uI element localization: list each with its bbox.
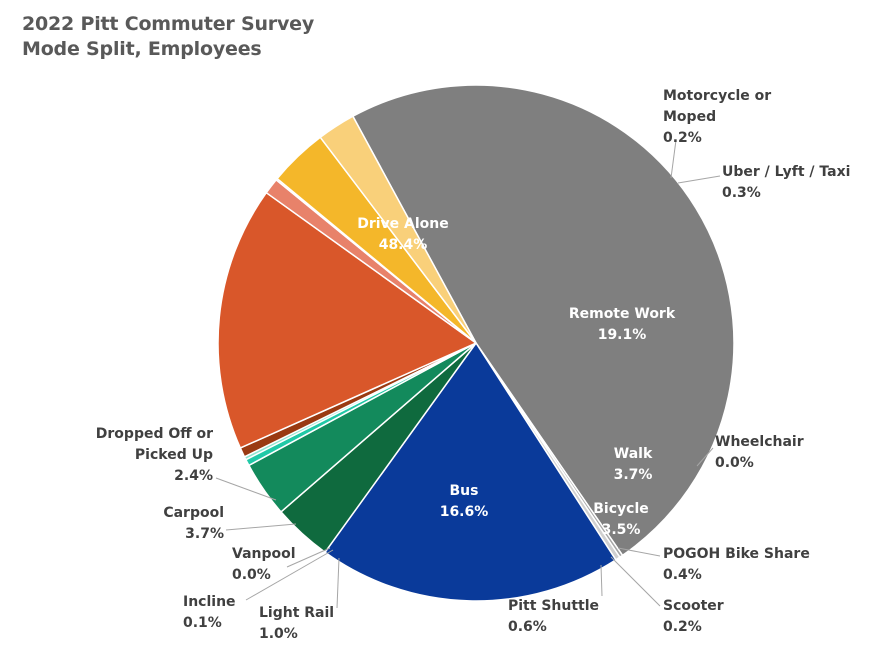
data-label-drive-alone: Drive Alone 48.4% (357, 216, 449, 253)
data-label-value-wheelchair: 0.0% (715, 455, 754, 471)
data-label-carpool: Carpool 3.7% (163, 505, 224, 542)
data-label-walk: Walk 3.7% (614, 446, 653, 483)
data-label-name-scooter: Scooter (663, 598, 724, 614)
data-label-value-dropped-off-or-picked-up: 2.4% (174, 468, 213, 484)
chart-title: 2022 Pitt Commuter Survey Mode Split, Em… (22, 12, 314, 62)
data-label-name-pitt-shuttle: Pitt Shuttle (508, 598, 599, 614)
data-label-value-walk: 3.7% (614, 467, 653, 483)
leader-line-pitt-shuttle (600, 564, 603, 597)
leader-line-pogoh-bike-share (617, 547, 661, 557)
data-label-value-pitt-shuttle: 0.6% (508, 619, 547, 635)
data-label-value-drive-alone: 48.4% (379, 237, 428, 253)
data-label-motorcycle-or-moped: Motorcycle or Moped 0.2% (663, 88, 771, 146)
data-label-value-scooter: 0.2% (663, 619, 702, 635)
leader-line-carpool (225, 523, 297, 531)
data-label-name-motorcycle-or-moped: Moped (663, 109, 716, 125)
data-label-value-remote-work: 19.1% (598, 327, 647, 343)
data-label-wheelchair: Wheelchair 0.0% (715, 434, 804, 471)
data-label-value-carpool: 3.7% (185, 526, 224, 542)
pie-slice-dropped-off-or-picked-up (319, 115, 477, 344)
data-label-remote-work: Remote Work 19.1% (569, 306, 676, 343)
leader-line-dropped-off-or-picked-up (215, 477, 277, 501)
data-label-name-wheelchair: Wheelchair (715, 434, 804, 450)
data-label-value-bus: 16.6% (440, 504, 489, 520)
leader-line-vanpool (286, 547, 331, 568)
slice-labels: Drive Alone 48.4% Motorcycle or Moped 0.2% Ub… (96, 88, 851, 642)
chart-title-line-1: 2022 Pitt Commuter Survey (22, 13, 315, 35)
pie-slice-drive-alone (352, 84, 735, 557)
data-label-name-dropped-off-or-picked-up: Dropped Off or (96, 426, 213, 442)
data-label-name-bicycle: Bicycle (593, 501, 649, 517)
leader-lines (215, 139, 721, 609)
data-label-name-carpool: Carpool (163, 505, 224, 521)
data-label-value-pogoh-bike-share: 0.4% (663, 567, 702, 583)
data-label-value-motorcycle-or-moped: 0.2% (663, 130, 702, 146)
data-label-value-incline: 0.1% (183, 615, 222, 631)
data-label-name-incline: Incline (183, 594, 236, 610)
data-label-pitt-shuttle: Pitt Shuttle 0.6% (508, 598, 599, 635)
pie-slices (217, 84, 735, 602)
data-label-name-motorcycle-or-moped: Motorcycle or (663, 88, 771, 104)
data-label-uber-lyft-taxi: Uber / Lyft / Taxi 0.3% (722, 164, 850, 201)
data-label-bicycle: Bicycle 3.5% (593, 501, 649, 538)
data-label-name-dropped-off-or-picked-up: Picked Up (135, 447, 213, 463)
data-label-light-rail: Light Rail 1.0% (259, 605, 334, 642)
data-label-name-walk: Walk (614, 446, 653, 462)
data-label-scooter: Scooter 0.2% (663, 598, 724, 635)
data-label-value-bicycle: 3.5% (602, 522, 641, 538)
pie-slice-remote-work (324, 342, 617, 602)
data-label-incline: Incline 0.1% (183, 594, 236, 631)
data-label-value-uber-lyft-taxi: 0.3% (722, 185, 761, 201)
data-label-vanpool: Vanpool 0.0% (232, 546, 296, 583)
leader-line-motorcycle-or-moped (670, 139, 677, 179)
data-label-name-uber-lyft-taxi: Uber / Lyft / Taxi (722, 164, 850, 180)
data-label-dropped-off-or-picked-up: Dropped Off or Picked Up 2.4% (96, 426, 213, 484)
data-label-name-vanpool: Vanpool (232, 546, 296, 562)
data-label-name-light-rail: Light Rail (259, 605, 334, 621)
leader-line-wheelchair (696, 447, 714, 467)
leader-line-scooter (610, 556, 661, 607)
data-label-value-vanpool: 0.0% (232, 567, 271, 583)
data-label-name-pogoh-bike-share: POGOH Bike Share (663, 546, 810, 562)
data-label-name-remote-work: Remote Work (569, 306, 676, 322)
data-label-value-light-rail: 1.0% (259, 626, 298, 642)
leader-line-light-rail (336, 557, 340, 609)
data-label-name-drive-alone: Drive Alone (357, 216, 449, 232)
pie-slice-bus (217, 191, 477, 449)
leader-line-uber-lyft-taxi (677, 175, 721, 184)
chart-title-line-2: Mode Split, Employees (22, 38, 262, 60)
data-label-pogoh-bike-share: POGOH Bike Share 0.4% (663, 546, 810, 583)
data-label-bus: Bus 16.6% (440, 483, 489, 520)
leader-line-incline (245, 549, 334, 601)
data-label-name-bus: Bus (450, 483, 479, 499)
